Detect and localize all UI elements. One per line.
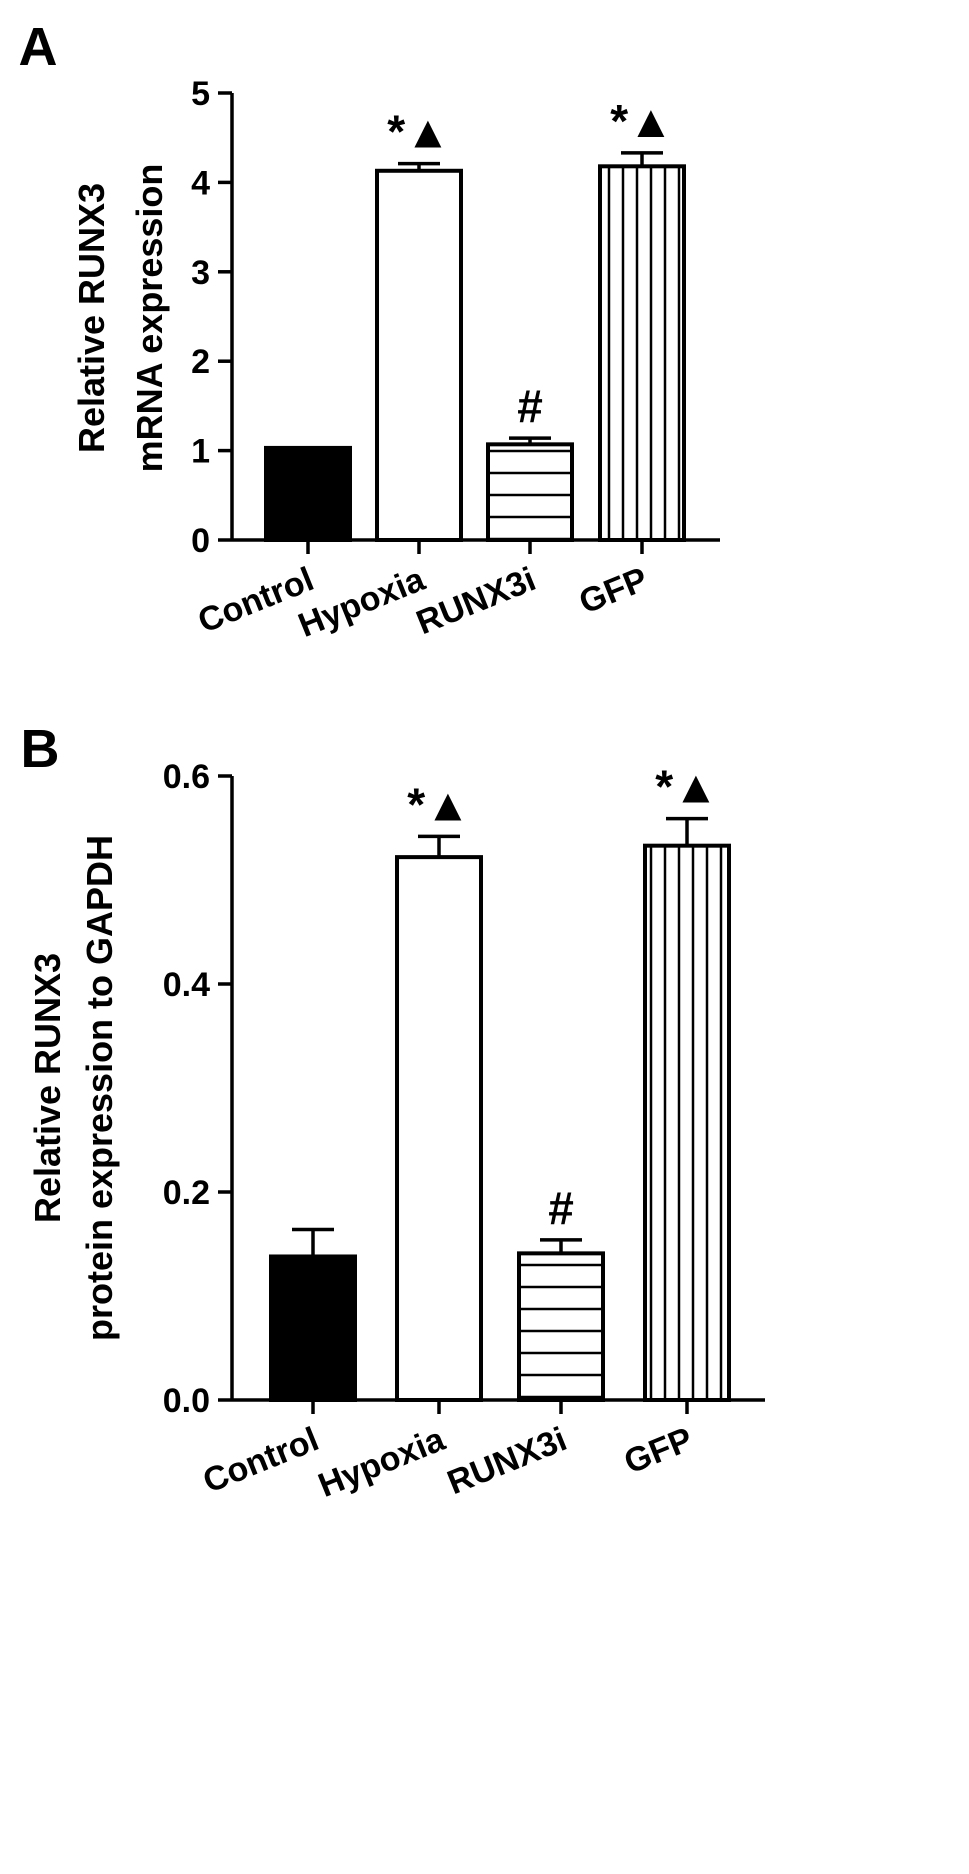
- panel-b-significance-mark: #: [548, 1182, 574, 1234]
- panel-b-y-tick-label: 0.4: [163, 966, 210, 1004]
- panel-a-significance-mark: *▲: [610, 95, 673, 147]
- panel-a-bar-runx3i: [486, 442, 574, 543]
- panel-b-category-label: RUNX3i: [442, 1420, 572, 1502]
- panel-b-label: B: [21, 719, 60, 779]
- panel-a-y-axis-label-line: Relative RUNX3: [71, 183, 112, 453]
- panel-b-bar-hypoxia: [395, 855, 483, 1402]
- panel-a-label: A: [19, 17, 58, 77]
- panel-b-y-tick-label: 0.0: [163, 1382, 210, 1420]
- panel-a-bar-control: [264, 445, 352, 542]
- panel-a-y-tick-label: 2: [191, 343, 210, 381]
- panel-b-bar-control: [269, 1254, 357, 1402]
- panel-a-y-tick-label: 0: [191, 522, 210, 560]
- panel-b-chart: B 0.0 0.2 0.4 0.6 Relative RUNX3 protein expre…: [21, 719, 765, 1505]
- panel-a-bar-gfp: [598, 164, 686, 542]
- panel-a-category-label: Hypoxia: [293, 560, 431, 645]
- panel-b-category-label: Control: [198, 1420, 324, 1501]
- panel-a-category-label: GFP: [574, 560, 653, 621]
- panel-b-y-axis-label-line: Relative RUNX3: [27, 953, 68, 1223]
- panel-a-category-label: RUNX3i: [411, 560, 541, 642]
- panel-b-bar-gfp: [643, 843, 731, 1402]
- panel-b-y-tick-label: 0.2: [163, 1174, 210, 1212]
- panel-b-category-label: Hypoxia: [313, 1420, 451, 1505]
- panel-a-y-tick-label: 3: [191, 254, 210, 292]
- panel-b-y-axis-label-line: protein expression to GAPDH: [79, 835, 120, 1341]
- panel-a-significance-mark: *▲: [387, 106, 450, 158]
- panel-a-bar-hypoxia: [375, 168, 463, 542]
- panel-b-y-tick-label: 0.6: [163, 758, 210, 796]
- panel-b-bar-runx3i: [517, 1251, 605, 1402]
- panel-a-y-tick-label: 1: [191, 433, 210, 471]
- panel-a-y-axis-label-line: mRNA expression: [129, 164, 170, 473]
- panel-a-y-tick-label: 5: [191, 75, 210, 113]
- panel-a-y-tick-label: 4: [191, 164, 210, 202]
- panel-b-significance-mark: *▲: [655, 761, 718, 813]
- panel-b-significance-mark: *▲: [407, 778, 470, 830]
- panel-a-significance-mark: #: [517, 380, 543, 432]
- panel-b-category-label: GFP: [619, 1420, 698, 1481]
